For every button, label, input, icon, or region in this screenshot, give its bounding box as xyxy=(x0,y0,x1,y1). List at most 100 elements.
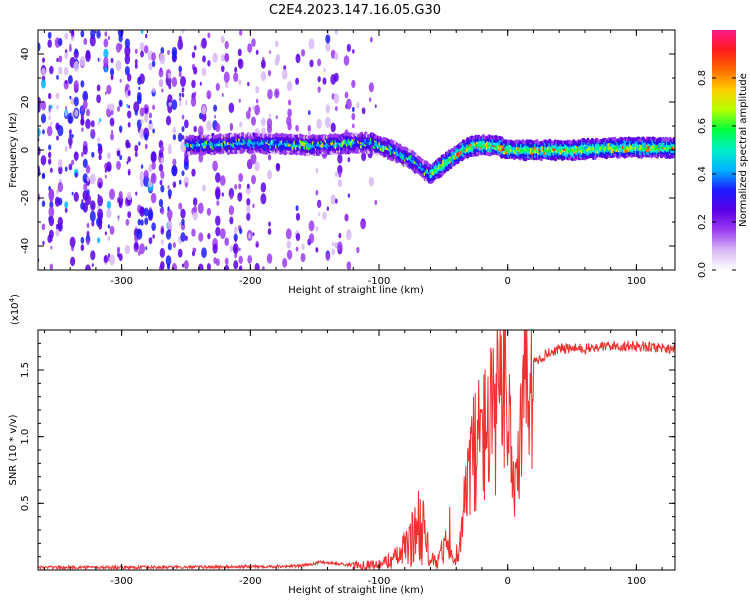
spectrogram-cell xyxy=(192,247,195,252)
spectrogram-cell xyxy=(68,137,73,146)
spectrogram-cell xyxy=(138,229,141,235)
spectrogram-cell xyxy=(308,220,315,232)
spectrogram-cell xyxy=(90,128,96,138)
spectrogram-cell xyxy=(285,228,292,240)
spectrogram-cell xyxy=(191,250,196,257)
spectrogram-cell xyxy=(49,195,54,203)
spectrogram-cell xyxy=(73,191,79,202)
spectrogram-cell xyxy=(233,226,238,234)
spectrogram-cell xyxy=(335,198,338,204)
spectrogram-cell xyxy=(49,167,53,173)
spectrogram-cell xyxy=(103,56,109,67)
spectrogram-cell xyxy=(247,255,252,264)
spectrogram-cell xyxy=(183,260,189,270)
spectrogram-heatmap xyxy=(38,30,675,270)
spectrogram-cell xyxy=(81,199,84,203)
spectrogram-cell xyxy=(261,117,266,127)
spectrogram-cell xyxy=(140,180,144,188)
spectrogram-cell xyxy=(48,206,55,218)
spectrogram-ytick-label: 20 xyxy=(20,96,31,109)
spectrogram-cell xyxy=(165,255,172,266)
spectrogram-cell xyxy=(193,125,197,133)
spectrogram-cell xyxy=(317,76,321,83)
snr-xtick-label: -300 xyxy=(110,576,133,587)
spectrogram-cell xyxy=(90,200,96,211)
spectrogram-cell xyxy=(74,48,78,55)
spectrogram-cell xyxy=(281,69,288,80)
spectrogram-cell xyxy=(324,116,331,129)
spectrogram-cell xyxy=(351,79,356,89)
spectrogram-cell xyxy=(143,207,149,217)
spectrogram-ridge-cell xyxy=(672,140,675,145)
spectrogram-cell xyxy=(71,134,74,139)
spectrogram-cell xyxy=(317,58,322,67)
spectrogram-cell xyxy=(334,106,338,112)
spectrogram-cell xyxy=(110,110,114,116)
spectrogram-cell xyxy=(190,96,197,107)
spectrogram-cell xyxy=(127,121,131,128)
spectrogram-cell xyxy=(98,219,102,226)
spectrogram-cell xyxy=(119,154,123,161)
spectrogram-cell xyxy=(246,183,250,189)
spectrogram-cell xyxy=(224,53,229,62)
spectrogram-cell xyxy=(148,62,153,71)
spectrogram-cell xyxy=(255,49,259,55)
spectrogram-cell xyxy=(177,248,183,258)
spectrogram-cell xyxy=(80,151,84,158)
spectrogram-cell xyxy=(178,221,182,227)
spectrogram-cell xyxy=(283,65,287,71)
spectrogram-cell xyxy=(73,80,79,90)
spectrogram-cell xyxy=(334,30,339,35)
spectrogram-cell xyxy=(48,106,51,112)
spectrogram-cell xyxy=(41,57,45,63)
spectrogram-cell xyxy=(247,43,253,53)
spectrogram-cell xyxy=(82,100,88,110)
spectrogram-cell xyxy=(234,184,238,190)
spectrogram-cell xyxy=(260,59,266,69)
spectrogram-cell xyxy=(86,189,90,196)
spectrogram-cell xyxy=(42,129,45,135)
spectrogram-cell xyxy=(70,97,75,105)
spectrogram-cell xyxy=(352,49,355,54)
spectrogram-cell xyxy=(98,57,102,63)
spectrogram-cell xyxy=(181,170,185,177)
spectrogram-cell xyxy=(221,192,224,197)
spectrogram-cell xyxy=(64,201,69,209)
spectrogram-cell xyxy=(239,228,243,235)
spectrogram-cell xyxy=(127,156,131,163)
spectrogram-cell xyxy=(238,78,242,86)
spectrogram-cell xyxy=(233,260,239,270)
spectrogram-cell xyxy=(116,246,121,253)
spectrogram-cell xyxy=(168,102,172,107)
spectrogram-cell xyxy=(224,257,229,265)
spectrogram-cell xyxy=(58,66,63,75)
snr-xtick-label: 0 xyxy=(505,576,511,587)
spectrogram-cell xyxy=(68,129,72,135)
spectrogram-cell xyxy=(58,165,63,175)
spectrogram-cell xyxy=(49,200,54,209)
spectrogram-cell xyxy=(256,243,259,247)
spectrogram-cell xyxy=(193,66,198,75)
spectrogram-cell xyxy=(56,189,59,195)
spectrogram-cell xyxy=(80,80,85,88)
spectrogram-cell xyxy=(98,154,102,161)
spectrogram-cell xyxy=(260,193,267,205)
spectrogram-cell xyxy=(238,183,242,190)
spectrogram-cell xyxy=(276,54,280,60)
spectrogram-cell xyxy=(109,188,116,200)
spectrogram-cell xyxy=(337,164,343,175)
spectrogram-cell xyxy=(124,38,131,49)
spectrogram-cell xyxy=(73,60,80,72)
spectrogram-cell xyxy=(334,171,338,178)
spectrogram-cell xyxy=(325,252,331,261)
spectrogram-cell xyxy=(254,104,261,116)
spectrogram-cell xyxy=(334,52,339,61)
spectrogram-cell xyxy=(82,158,88,169)
colorbar-tick-label: 0.4 xyxy=(697,166,708,182)
spectrogram-cell xyxy=(160,228,165,235)
spectrogram-cell xyxy=(191,51,196,59)
spectrogram-cell xyxy=(107,253,111,258)
spectrogram-xtick-label: -100 xyxy=(368,276,391,287)
spectrogram-cell xyxy=(70,256,76,267)
spectrogram-cell xyxy=(40,155,47,166)
